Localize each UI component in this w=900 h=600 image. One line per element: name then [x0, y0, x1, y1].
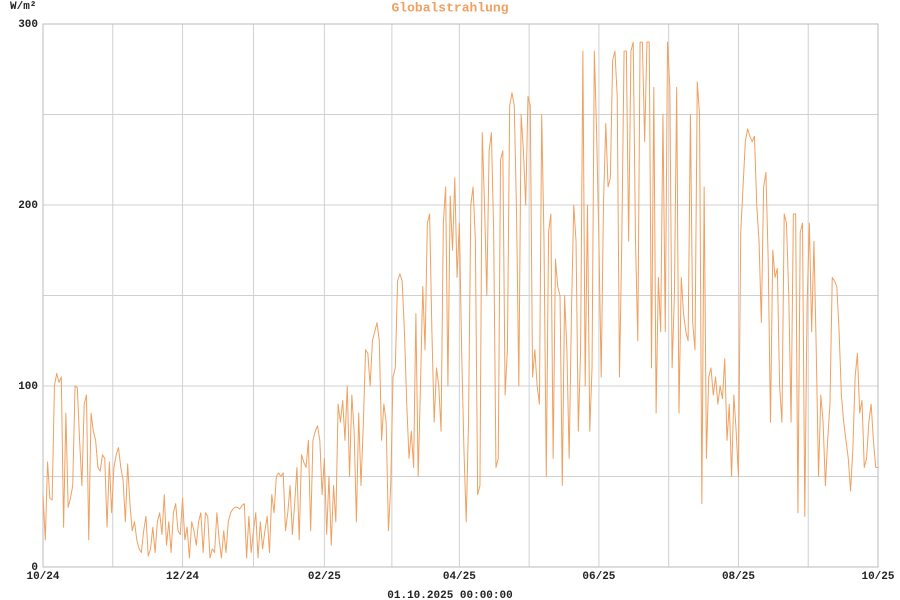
x-tick-label: 10/25	[861, 571, 894, 583]
x-tick-label: 10/24	[26, 571, 59, 583]
x-tick-label: 08/25	[722, 571, 755, 583]
y-axis-unit: W/m²	[10, 1, 36, 13]
plot-frame	[42, 23, 879, 568]
y-tick-label: 200	[18, 200, 38, 212]
y-tick-label: 0	[31, 562, 38, 574]
data-line	[42, 41, 878, 559]
x-tick-label: 02/25	[308, 571, 341, 583]
grid	[42, 23, 879, 568]
x-tick-label: 06/25	[582, 571, 615, 583]
x-tick-label: 04/25	[443, 571, 476, 583]
footer-timestamp: 01.10.2025 00:00:00	[387, 590, 512, 600]
x-tick-label: 12/24	[166, 571, 199, 583]
y-tick-label: 100	[18, 381, 38, 393]
chart-title: Globalstrahlung	[391, 0, 508, 15]
y-tick-label: 300	[18, 19, 38, 31]
